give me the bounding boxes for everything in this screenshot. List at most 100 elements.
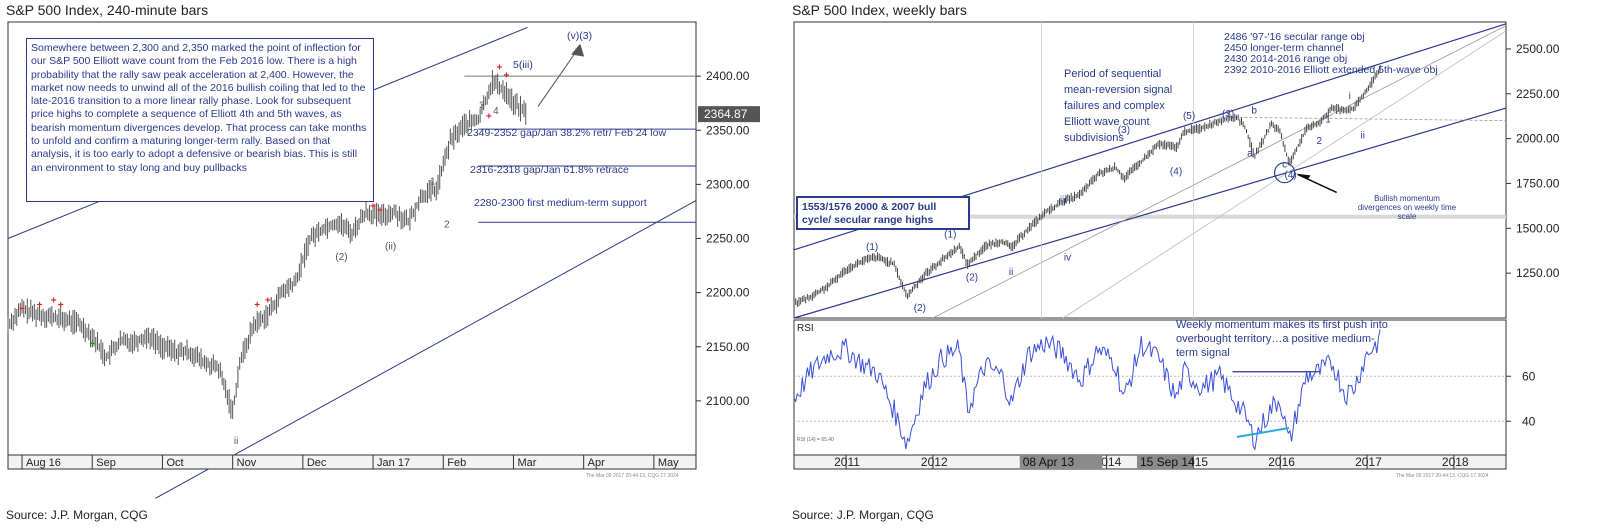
y-tick-label: 2400.00: [706, 69, 750, 83]
rsi-divergence-line: [1236, 427, 1290, 438]
sell-signal-marker: +: [497, 63, 503, 74]
rsi-tick-label: 40: [1522, 414, 1536, 428]
wave-label: (ii): [385, 241, 396, 252]
channel-lower-line: [793, 107, 1507, 319]
chart-footer-text: The Mar 09 2017 20:44:13, CQG 17.3024: [586, 473, 679, 479]
wave-label: (1): [944, 229, 956, 240]
x-tick-label: 2016: [1268, 455, 1295, 469]
wave-label: 1: [430, 176, 436, 187]
wave-label: iv: [1064, 253, 1071, 264]
wave-label: (3): [1222, 109, 1234, 120]
annotation-obj-2392: 2392 2010-2016 Elliott extended 5th-wave…: [1224, 64, 1438, 76]
wave-label: (2): [966, 272, 978, 283]
weekly-chart-panel: S&P 500 Index, weekly bars (1) (2) (1) (2) i…: [786, 0, 1599, 532]
annotation-rsi: Weekly momentum makes its first push int…: [1176, 319, 1388, 359]
sell-signal-marker: +: [265, 295, 271, 306]
sell-signal-marker: +: [254, 300, 260, 311]
target-arrow-line: [537, 45, 581, 107]
wave-label: (2): [914, 303, 926, 314]
wave-label: ii: [1361, 131, 1365, 142]
sell-signal-marker: +: [19, 304, 25, 315]
x-axis-bar: [7, 454, 697, 470]
intraday-chart-panel: S&P 500 Index, 240-minute bars + + + + + + + + +…: [0, 0, 780, 532]
y-tick-label: 2300.00: [706, 177, 750, 191]
wave-label: 2: [444, 220, 450, 231]
wave-label: b: [1251, 105, 1257, 116]
sell-signal-marker: +: [37, 300, 43, 311]
last-price-label: 2364.87: [704, 107, 748, 121]
chart-title: S&P 500 Index, weekly bars: [792, 2, 967, 18]
sell-signal-marker: +: [58, 300, 64, 311]
date-highlight-box: [1136, 455, 1194, 469]
projection-line: [1062, 30, 1507, 319]
x-tick-label: Sep: [96, 457, 116, 469]
wave-label: ii: [1009, 267, 1013, 278]
divergence-circle: [1273, 162, 1296, 184]
wave-label: 3: [479, 101, 485, 112]
x-tick-label: Feb: [447, 457, 466, 469]
x-tick-label: 2018: [1442, 455, 1469, 469]
secular-range-band: [794, 214, 1506, 219]
annotation-peak: 5(iii): [513, 59, 533, 71]
sell-signal-marker: +: [504, 70, 510, 81]
wave-label: 2: [1317, 136, 1323, 147]
buy-signal-marker: +: [89, 339, 95, 350]
y-tick-label: 2200.00: [706, 286, 750, 300]
divergence-arrow: [1297, 173, 1337, 194]
annotation-gap-618: 2316-2318 gap/Jan 61.8% retrace: [470, 164, 629, 176]
rsi-line: [793, 329, 1381, 451]
x-tick-label: Mar: [517, 457, 536, 469]
x-tick-label: Apr: [588, 457, 605, 469]
last-price-box: [698, 106, 760, 123]
annotation-obj-2486: 2486 '97-'16 secular range obj: [1224, 31, 1365, 43]
channel-lower-line: [155, 200, 697, 499]
sell-signal-marker: +: [377, 206, 383, 217]
target-arrow-head: [571, 43, 585, 57]
y-tick-label: 1250.00: [1516, 266, 1560, 280]
wave-label: i: [1349, 91, 1351, 102]
wave-label: 1: [1325, 114, 1331, 125]
date-highlight-label: 08 Apr 13: [1023, 455, 1075, 469]
date-highlight-box: [1019, 455, 1103, 469]
source-note: Source: J.P. Morgan, CQG: [792, 508, 934, 522]
sell-signal-marker: +: [51, 295, 57, 306]
y-tick-label: 2250.00: [706, 232, 750, 246]
x-tick-label: Nov: [237, 457, 257, 469]
y-tick-label: 2350.00: [706, 123, 750, 137]
range-line: [1219, 116, 1507, 122]
x-tick-label: May: [658, 457, 679, 469]
x-tick-label: Jan 17: [377, 457, 410, 469]
wave-label: a: [1247, 149, 1253, 160]
annotation-obj-2430: 2430 2014-2016 range obj: [1224, 53, 1348, 65]
wave-label: 4: [493, 106, 499, 117]
x-tick-label: 2012: [921, 455, 948, 469]
annotation-period: Period of sequential mean-reversion sign…: [1064, 68, 1173, 144]
chart-title: S&P 500 Index, 240-minute bars: [6, 2, 209, 18]
secular-range-box: 1553/1576 2000 & 2007 bull cycle/ secula…: [796, 196, 970, 230]
plot-area: [793, 21, 1507, 319]
rsi-label: RSI: [797, 323, 814, 334]
wave-label: (3): [1118, 125, 1130, 136]
y-tick-label: 1750.00: [1516, 176, 1560, 190]
price-bars: [7, 70, 527, 419]
projection-line: [932, 25, 1507, 319]
rsi-tick-label: 60: [1522, 369, 1536, 383]
x-tick-label: 2017: [1355, 455, 1382, 469]
annotation-support: 2280-2300 first medium-term support: [474, 197, 647, 209]
wave-label: (1): [866, 242, 878, 253]
rsi-readout: RSI (14) = 65.40: [797, 437, 834, 443]
y-tick-label: 1500.00: [1516, 221, 1560, 235]
x-tick-label: Oct: [166, 457, 183, 469]
y-tick-label: 2250.00: [1516, 87, 1560, 101]
source-note: Source: J.P. Morgan, CQG: [6, 508, 148, 522]
y-tick-label: 2100.00: [706, 394, 750, 408]
commentary-box: Somewhere between 2,300 and 2,350 marked…: [26, 38, 374, 202]
x-tick-label: Aug 16: [26, 457, 61, 469]
sell-signal-marker: +: [486, 111, 492, 122]
y-tick-label: 2150.00: [706, 340, 750, 354]
y-tick-label: 2500.00: [1516, 42, 1560, 56]
wave-label: c: [1282, 159, 1287, 170]
x-tick-label: Dec: [307, 457, 327, 469]
annotation-bullish-divergence: Bullish momentum divergences on weekly t…: [1357, 194, 1457, 221]
